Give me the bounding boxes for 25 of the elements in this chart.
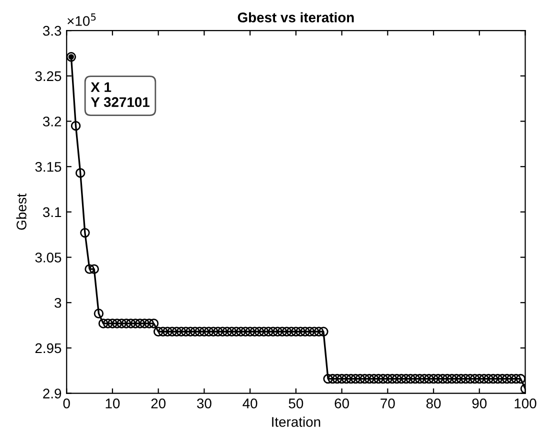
y-tick-label: 2.95 — [35, 343, 62, 354]
x-tick-label: 40 — [242, 398, 258, 408]
x-tick-label: 30 — [197, 398, 212, 408]
chart-title: Gbest vs iteration — [238, 12, 354, 22]
x-tick-label: 80 — [426, 398, 441, 408]
y-tick-label: 3.3 — [42, 26, 62, 36]
y-tick-label: 3.05 — [35, 252, 62, 262]
x-tick-label: 10 — [106, 398, 120, 408]
x-tick-label: 100 — [514, 398, 536, 408]
y-axis-title: Gbest — [16, 194, 26, 230]
x-tick-label: 50 — [288, 398, 304, 408]
x-tick-label: 70 — [380, 398, 395, 408]
y-tick-label: 3.2 — [42, 116, 62, 126]
y-tick-label: 3.1 — [42, 207, 62, 218]
y-tick-label: 3 — [54, 298, 62, 308]
x-axis-title: Iteration — [272, 416, 320, 427]
annotation: X 1 Y 327101 — [90, 82, 150, 108]
text: ×10$^{5}$ — [68, 13, 96, 26]
x-tick-label: 20 — [151, 398, 166, 408]
y-tick-label: 3.15 — [35, 162, 62, 172]
y-tick-label: 3.25 — [35, 71, 62, 82]
x-tick-label: 90 — [472, 398, 487, 408]
x-tick-label: 0 — [63, 398, 70, 408]
y-tick-label: 2.9 — [43, 388, 62, 398]
x-tick-label: 60 — [334, 398, 349, 408]
